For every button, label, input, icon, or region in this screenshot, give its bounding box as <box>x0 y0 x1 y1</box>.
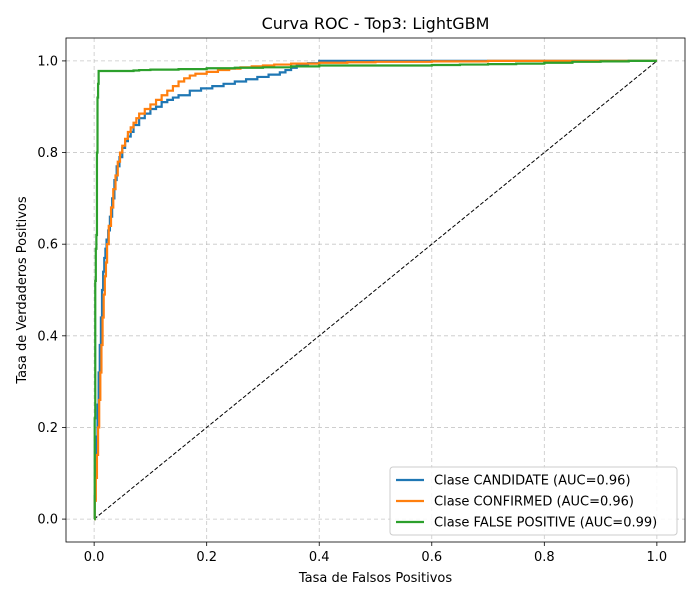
series-lines <box>93 59 657 521</box>
x-tick-label: 0.2 <box>196 550 217 565</box>
x-tick-label: 0.4 <box>309 550 330 565</box>
legend: Clase CANDIDATE (AUC=0.96) Clase CONFIRME… <box>389 466 678 536</box>
y-tick-label: 0.6 <box>37 238 58 253</box>
x-axis-label: Tasa de Falsos Positivos <box>298 571 453 586</box>
y-tick-label: 0.2 <box>37 421 58 436</box>
x-tick-label: 0.0 <box>84 550 105 565</box>
series-line-0 <box>93 59 657 521</box>
diagonal-line <box>93 60 658 520</box>
legend-label-2: Clase FALSE POSITIVE (AUC=0.99) <box>434 516 657 531</box>
y-tick-label: 0.0 <box>37 513 58 528</box>
x-axis-ticks: 0.0 0.2 0.4 0.6 0.8 1.0 <box>84 542 667 565</box>
reference-diagonal <box>93 60 658 520</box>
x-tick-label: 0.6 <box>421 550 442 565</box>
y-tick-label: 1.0 <box>37 54 58 69</box>
chart-title: Curva ROC - Top3: LightGBM <box>262 14 490 33</box>
legend-label-0: Clase CANDIDATE (AUC=0.96) <box>434 474 631 489</box>
legend-label-1: Clase CONFIRMED (AUC=0.96) <box>434 495 634 510</box>
legend-box <box>389 466 678 536</box>
plot-frame <box>65 37 686 543</box>
x-tick-label: 0.8 <box>534 550 555 565</box>
y-axis-label: Tasa de Verdaderos Positivos <box>15 196 30 384</box>
y-tick-label: 0.4 <box>37 329 58 344</box>
x-tick-label: 1.0 <box>647 550 668 565</box>
y-tick-label: 0.8 <box>37 146 58 161</box>
y-axis-ticks: 0.0 0.2 0.4 0.6 0.8 1.0 <box>37 54 66 528</box>
series-line-1 <box>93 59 657 521</box>
series-line-2 <box>93 59 657 521</box>
